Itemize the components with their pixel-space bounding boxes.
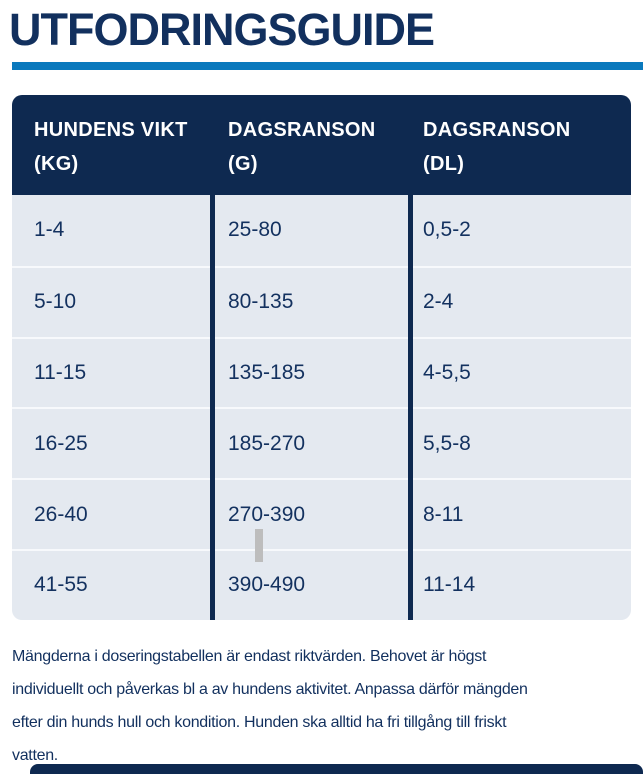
cell-weight: 16-25 [34,431,88,455]
column-header-daily-ration-g: DAGSRANSON (G) [210,109,408,181]
cell-ration-g: 135-185 [228,360,306,384]
cell-ration-dl: 11-14 [423,573,476,597]
column-header-daily-ration-dl: DAGSRANSON (DL) [408,109,631,181]
cell-ration-g: 80-135 [228,290,294,314]
cell-weight: 41-55 [34,573,88,597]
title-underline-rule [12,62,643,70]
column-header-line1: HUNDENS VIKT [34,119,188,141]
cell-weight: 1-4 [34,218,65,242]
table-body: 1-4 25-80 0,5-2 5-10 80-135 2-4 11-15 13… [12,195,631,620]
cell-ration-g: 25-80 [228,218,282,242]
cell-weight: 5-10 [34,290,77,314]
table-header-row: HUNDENS VIKT (KG) DAGSRANSON (G) DAGSRAN… [12,95,631,195]
cell-ration-dl: 4-5,5 [423,360,471,384]
cell-weight: 11-15 [34,360,87,384]
cell-ration-g: 185-270 [228,431,306,455]
dosage-disclaimer-text: Mängderna i doseringstabellen är endast … [12,640,640,772]
column-header-dog-weight: HUNDENS VIKT (KG) [12,109,210,181]
cell-ration-dl: 2-4 [423,290,454,314]
feeding-guide-table: HUNDENS VIKT (KG) DAGSRANSON (G) DAGSRAN… [12,95,631,620]
table-row: 5-10 80-135 2-4 [12,265,631,337]
disclaimer-line: individuellt och påverkas bl a av hunden… [12,681,528,698]
column-header-line1: DAGSRANSON [423,119,571,141]
column-header-line2: (DL) [423,153,465,175]
column-header-line1: DAGSRANSON [228,119,376,141]
table-row: 16-25 185-270 5,5-8 [12,407,631,478]
table-row: 41-55 390-490 11-14 [12,548,631,620]
cell-ration-g: 270-390 [228,502,306,526]
column-divider [408,195,413,620]
page-title: UTFODRINGSGUIDE [9,4,435,55]
cell-weight: 26-40 [34,502,88,526]
text-cursor-artifact [255,529,263,562]
disclaimer-line: vatten. [12,747,58,764]
column-divider [210,195,215,620]
cell-ration-dl: 0,5-2 [423,218,471,242]
table-row: 11-15 135-185 4-5,5 [12,336,631,408]
cell-ration-dl: 8-11 [423,502,464,526]
cell-ration-dl: 5,5-8 [423,431,471,455]
disclaimer-line: efter din hunds hull och kondition. Hund… [12,714,507,731]
column-header-line2: (G) [228,153,258,175]
column-header-line2: (KG) [34,153,79,175]
cell-ration-g: 390-490 [228,573,306,597]
table-row: 26-40 270-390 8-11 [12,478,631,549]
next-section-top-edge [30,764,643,774]
table-row: 1-4 25-80 0,5-2 [12,195,631,266]
disclaimer-line: Mängderna i doseringstabellen är endast … [12,648,487,665]
